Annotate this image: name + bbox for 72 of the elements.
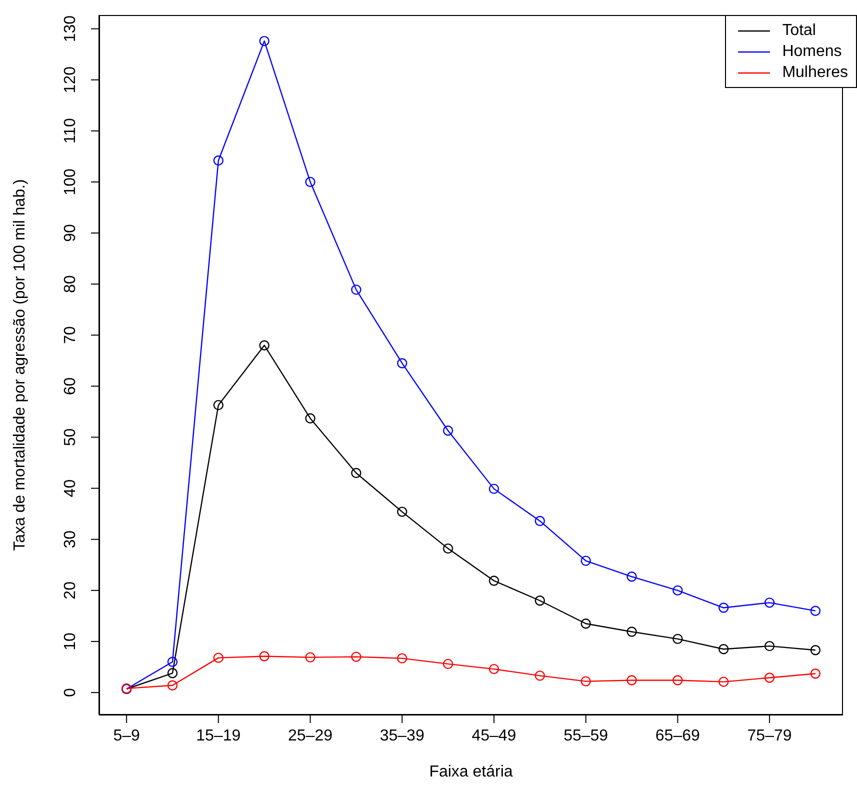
point xyxy=(626,675,637,686)
legend-label: Mulheres xyxy=(782,64,848,82)
legend-label: Total xyxy=(782,22,816,40)
y-tick-label: 90 xyxy=(62,224,79,242)
y-tick-label: 130 xyxy=(62,15,79,42)
point xyxy=(580,676,591,686)
point xyxy=(672,585,683,596)
point xyxy=(442,543,454,554)
y-tick-label: 70 xyxy=(62,326,79,344)
point xyxy=(672,634,683,644)
point xyxy=(534,516,545,526)
point xyxy=(488,664,500,674)
point xyxy=(718,644,729,654)
point xyxy=(718,602,729,613)
y-tick-label: 40 xyxy=(62,479,79,498)
y-axis-title: Taxa de mortalidade por agressão (por 100 mil hab.) xyxy=(12,179,29,551)
point xyxy=(213,155,224,166)
point xyxy=(397,653,408,664)
point xyxy=(397,358,408,368)
y-tick-label: 120 xyxy=(62,66,79,94)
y-tick-label: 30 xyxy=(62,530,79,548)
y-tick-label: 60 xyxy=(62,377,79,396)
x-tick-label: 25–29 xyxy=(288,727,333,744)
point xyxy=(580,556,591,566)
y-tick-label: 80 xyxy=(62,275,79,293)
x-tick-label: 65–69 xyxy=(655,727,700,744)
y-tick-label: 50 xyxy=(62,428,79,446)
point xyxy=(626,572,637,582)
point xyxy=(351,652,362,662)
y-tick-label: 0 xyxy=(62,688,79,697)
point xyxy=(810,668,821,679)
y-tick-label: 100 xyxy=(62,168,79,196)
point xyxy=(488,576,500,586)
point xyxy=(810,606,821,616)
x-tick-label: 75–79 xyxy=(747,727,792,744)
point xyxy=(305,652,316,662)
point xyxy=(167,656,178,667)
point xyxy=(259,36,270,46)
point xyxy=(534,596,545,606)
point xyxy=(259,651,270,662)
point xyxy=(580,618,591,629)
point xyxy=(672,675,683,686)
point xyxy=(764,672,775,683)
point xyxy=(351,468,362,478)
point xyxy=(534,670,545,681)
x-axis-title: Faixa etária xyxy=(429,763,513,780)
point xyxy=(397,506,408,517)
point xyxy=(213,652,224,663)
x-tick-label: 15–19 xyxy=(196,727,241,744)
point xyxy=(167,668,178,678)
y-tick-label: 10 xyxy=(62,632,79,650)
x-tick-label: 45–49 xyxy=(472,727,516,744)
y-tick-label: 110 xyxy=(62,118,79,144)
point xyxy=(810,645,821,656)
point xyxy=(718,676,729,687)
point xyxy=(764,598,775,608)
point xyxy=(764,640,775,652)
point xyxy=(351,284,362,295)
x-tick-label: 35–39 xyxy=(380,727,424,744)
point xyxy=(488,484,500,494)
x-tick-label: 55–59 xyxy=(564,727,608,744)
point xyxy=(305,413,316,424)
point xyxy=(305,176,316,188)
point xyxy=(213,400,224,410)
y-tick-label: 20 xyxy=(62,581,79,600)
legend-label: Homens xyxy=(782,42,842,60)
point xyxy=(259,340,270,350)
point xyxy=(167,680,178,690)
point xyxy=(626,626,637,637)
point xyxy=(442,426,454,436)
point xyxy=(442,658,454,670)
x-tick-label: 5–9 xyxy=(113,727,140,744)
